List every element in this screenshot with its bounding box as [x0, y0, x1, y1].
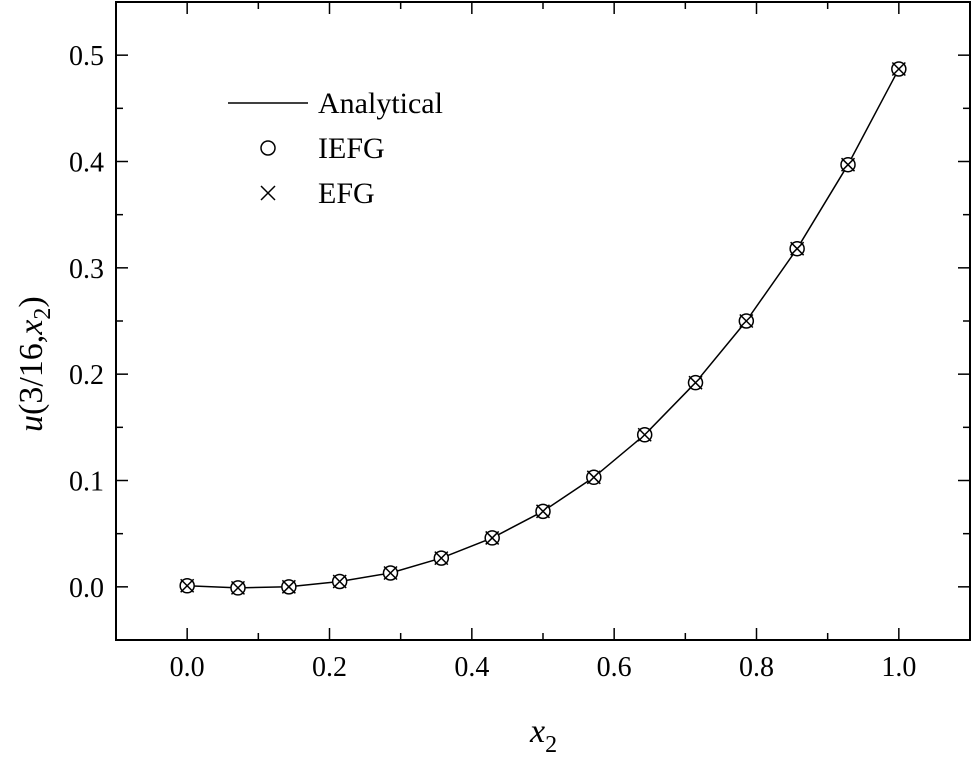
legend-label-analytical: Analytical [318, 87, 443, 120]
efg-point [739, 313, 754, 329]
y-tick-label: 0.4 [69, 148, 104, 179]
tick-marks [115, 1, 971, 641]
efg-point [383, 565, 398, 581]
efg-point [230, 580, 246, 595]
efg-point [840, 157, 856, 172]
x-tick-label: 1.0 [881, 652, 916, 683]
legend-label-efg: EFG [318, 177, 375, 210]
efg-point [586, 470, 601, 485]
efg-point [891, 61, 906, 77]
x-tick-label: 0.6 [597, 652, 632, 683]
x-tick-labels: 0.0 0.2 0.4 0.6 0.8 1.0 [170, 652, 917, 683]
x-tick-label: 0.8 [739, 652, 774, 683]
x-tick-label: 0.0 [170, 652, 205, 683]
data-markers [179, 61, 907, 596]
efg-point [281, 579, 296, 594]
legend-circle-marker [260, 140, 276, 156]
x-axis-title: x2 [529, 713, 557, 758]
legend-cross-marker [260, 185, 276, 201]
efg-point [434, 551, 449, 566]
legend: Analytical IEFG EFG [228, 87, 443, 210]
x-tick-label: 0.2 [312, 652, 347, 683]
efg-point [180, 578, 195, 593]
plot-frame [115, 1, 971, 641]
y-tick-label: 0.0 [69, 573, 104, 604]
efg-point [790, 241, 805, 256]
efg-point [688, 375, 703, 390]
x-tick-label: 0.4 [454, 652, 489, 683]
efg-point [535, 504, 551, 519]
y-tick-label: 0.3 [69, 254, 104, 285]
efg-point [332, 574, 347, 589]
efg-point [485, 530, 500, 545]
y-axis-title: u(3/16,x2) [13, 296, 56, 432]
y-tick-labels: 0.0 0.1 0.2 0.3 0.4 0.5 [69, 41, 104, 604]
efg-point [637, 427, 652, 442]
y-tick-label: 0.5 [69, 41, 104, 72]
y-tick-label: 0.2 [69, 360, 104, 391]
y-tick-label: 0.1 [69, 467, 104, 498]
legend-label-iefg: IEFG [318, 132, 385, 165]
